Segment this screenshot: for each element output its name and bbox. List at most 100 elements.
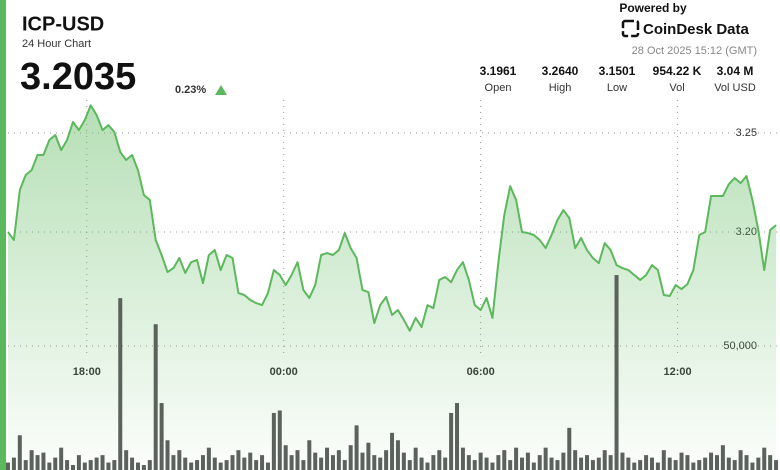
plot-area: 3.253.2050,00018:0000:0006:0012:00: [6, 100, 780, 470]
volume-bar: [419, 457, 424, 470]
volume-bar: [431, 455, 436, 470]
volume-bar: [525, 452, 530, 470]
stat-value: 3.04 M: [717, 64, 754, 78]
powered-by: Powered by: [619, 1, 687, 15]
price: 3.2035: [20, 56, 136, 98]
stat-label: Vol USD: [714, 82, 756, 94]
volume-bar: [118, 298, 123, 470]
volume-bar: [6, 462, 10, 470]
stat-value: 3.1961: [480, 64, 517, 78]
volume-bar: [141, 465, 146, 470]
volume-bar: [579, 457, 584, 470]
volume-bar: [100, 455, 105, 470]
area-fill: [8, 105, 777, 470]
volume-bar: [206, 447, 211, 470]
volume-bar: [484, 457, 489, 470]
volume-bar: [17, 435, 22, 470]
volume-bar: [53, 457, 58, 470]
volume-bar: [23, 460, 28, 470]
volume-bar: [271, 412, 276, 470]
volume-bar: [738, 450, 743, 470]
volume-bar: [655, 462, 660, 470]
volume-bar: [756, 457, 761, 470]
volume-bar: [230, 455, 235, 470]
volume-bar: [94, 457, 99, 470]
price-line: [7, 104, 777, 332]
volume-bar: [608, 455, 613, 470]
change: 0.23%: [175, 84, 206, 96]
volume-bar: [425, 462, 430, 470]
volume-bar: [685, 455, 690, 470]
volume-bar: [295, 450, 300, 470]
volume-bar: [342, 460, 347, 470]
volume-bar: [762, 447, 767, 470]
volume-bar: [490, 462, 495, 470]
stat-label: Vol: [669, 82, 684, 94]
volume-bar: [171, 455, 176, 470]
volume-bar: [47, 462, 52, 470]
volume-bar: [76, 455, 81, 470]
volume-bar: [88, 460, 93, 470]
volume-bar: [401, 452, 406, 470]
accent-bar: [0, 0, 6, 470]
volume-bar: [106, 462, 111, 470]
symbol: ICP-USD: [22, 13, 104, 35]
volume-bar: [703, 457, 708, 470]
volume-bar: [768, 455, 773, 470]
volume-bar: [732, 460, 737, 470]
volume-bar: [691, 462, 696, 470]
volume-bar: [561, 452, 566, 470]
volume-bar: [614, 275, 619, 470]
volume-bar: [496, 455, 501, 470]
stat-label: Open: [485, 82, 512, 94]
volume-bar: [384, 450, 389, 470]
volume-bar: [567, 427, 572, 470]
volume-bar: [585, 455, 589, 470]
stat-label: Low: [607, 82, 627, 94]
volume-bar: [596, 457, 601, 470]
stats: 3.1961 Open 3.2640 High 3.1501 Low 954.2…: [480, 64, 756, 94]
volume-bar: [508, 460, 513, 470]
volume-bar: [354, 425, 359, 470]
volume-bar: [325, 447, 330, 470]
stat-label: High: [549, 82, 572, 94]
volume-bar: [726, 457, 731, 470]
volume-bar: [774, 460, 779, 470]
volume-bar: [348, 445, 353, 470]
volume-bar: [254, 460, 259, 470]
volume-bar: [336, 450, 341, 470]
volume-bar: [70, 465, 75, 470]
volume-bar: [242, 457, 247, 470]
volume-bar: [248, 452, 253, 470]
volume-bar: [602, 450, 607, 470]
volume-bar: [673, 460, 678, 470]
volume-bar: [29, 450, 34, 470]
timestamp: 28 Oct 2025 15:12 (GMT): [632, 45, 757, 57]
volume-bar: [514, 447, 519, 470]
volume-bar: [41, 452, 46, 470]
volume-bar: [460, 447, 465, 470]
volume-bar: [313, 452, 318, 470]
stat-value: 3.2640: [542, 64, 579, 78]
volume-bar: [372, 455, 377, 470]
volume-bar: [378, 457, 383, 470]
volume-bar: [301, 460, 306, 470]
volume-bar: [449, 412, 454, 470]
volume-bar: [82, 462, 87, 470]
volume-bar: [360, 452, 365, 470]
volume-bar: [135, 462, 140, 470]
volume-bar: [649, 457, 654, 470]
volume-bar: [35, 455, 40, 470]
volume-bar: [130, 457, 135, 470]
volume-bar: [714, 455, 719, 470]
y-tick-label: 3.25: [736, 127, 757, 139]
volume-bar: [195, 460, 200, 470]
volume-bar: [224, 460, 229, 470]
volume-bar: [395, 440, 400, 470]
volume-bar: [590, 460, 595, 470]
volume-bar: [478, 452, 483, 470]
volume-bar: [413, 447, 418, 470]
volume-bar: [165, 440, 170, 470]
